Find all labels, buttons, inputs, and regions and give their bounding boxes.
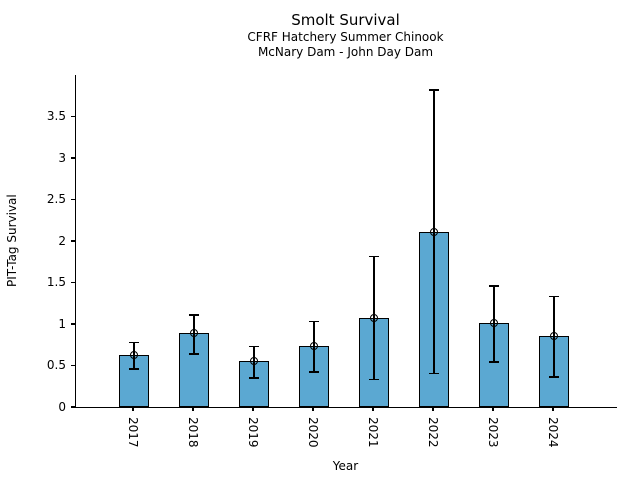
error-cap-top-2018 — [189, 314, 199, 316]
x-tick-mark-2017 — [132, 407, 134, 411]
y-tick-mark — [71, 115, 75, 118]
x-tick-label-2018: 2018 — [186, 417, 200, 448]
error-cap-top-2023 — [489, 285, 499, 287]
x-tick-mark-2021 — [372, 407, 374, 411]
x-tick-label-2020: 2020 — [306, 417, 320, 448]
chart-title: Smolt Survival — [291, 11, 400, 29]
error-cap-top-2024 — [549, 295, 559, 298]
y-tick-mark — [71, 406, 75, 408]
error-cap-bottom-2018 — [189, 353, 199, 355]
y-tick-label: 0 — [58, 399, 66, 414]
y-tick-label: 3.5 — [46, 109, 66, 123]
x-tick-mark-2019 — [252, 407, 254, 411]
point-marker-2022 — [430, 227, 438, 236]
plot-area — [75, 75, 617, 408]
chart-subtitle-line1: CFRF Hatchery Summer Chinook — [247, 30, 444, 44]
y-tick-label: 1 — [58, 316, 66, 331]
x-tick-mark-2020 — [312, 407, 314, 411]
error-cap-bottom-2023 — [489, 361, 499, 363]
error-cap-bottom-2022 — [429, 373, 439, 375]
error-cap-top-2021 — [369, 256, 379, 258]
y-tick-mark — [71, 157, 75, 159]
chart-subtitle-line2: McNary Dam - John Day Dam — [257, 45, 434, 59]
x-tick-label-2023: 2023 — [486, 417, 500, 448]
point-marker-2017 — [130, 350, 138, 359]
y-tick-mark — [71, 323, 75, 325]
error-cap-bottom-2020 — [309, 371, 319, 373]
error-cap-top-2019 — [249, 345, 259, 348]
y-tick-label: 1.5 — [46, 275, 66, 289]
x-tick-label-2024: 2024 — [546, 417, 560, 448]
error-cap-bottom-2024 — [549, 376, 559, 378]
y-tick-label: 3 — [58, 150, 66, 165]
y-tick-label: 2 — [58, 233, 66, 248]
error-cap-top-2017 — [129, 341, 139, 343]
x-tick-mark-2022 — [432, 407, 434, 411]
y-tick-mark — [71, 281, 75, 284]
title-block: Smolt Survival CFRF Hatchery Summer Chin… — [75, 11, 616, 60]
point-marker-2021 — [370, 314, 378, 323]
y-tick-mark — [71, 198, 75, 201]
point-marker-2018 — [190, 329, 198, 338]
x-tick-label-2019: 2019 — [246, 417, 260, 448]
x-axis-label: Year — [332, 459, 359, 473]
point-marker-2023 — [490, 319, 498, 328]
x-tick-label-2022: 2022 — [426, 417, 440, 448]
error-cap-top-2020 — [309, 320, 319, 323]
point-marker-2020 — [310, 342, 318, 351]
x-tick-mark-2023 — [492, 407, 494, 411]
error-cap-top-2022 — [429, 89, 439, 91]
point-marker-2019 — [250, 357, 258, 366]
error-cap-bottom-2017 — [129, 368, 139, 370]
y-tick-label: 2.5 — [46, 192, 66, 206]
y-tick-mark — [71, 364, 75, 367]
point-marker-2024 — [550, 332, 558, 341]
x-tick-label-2021: 2021 — [366, 417, 380, 448]
x-tick-mark-2018 — [192, 407, 194, 411]
x-tick-mark-2024 — [552, 407, 554, 411]
error-cap-bottom-2021 — [369, 378, 379, 381]
error-cap-bottom-2019 — [249, 377, 259, 379]
y-tick-label: 0.5 — [46, 358, 66, 372]
x-tick-label-2017: 2017 — [126, 417, 140, 448]
y-tick-mark — [71, 240, 75, 242]
